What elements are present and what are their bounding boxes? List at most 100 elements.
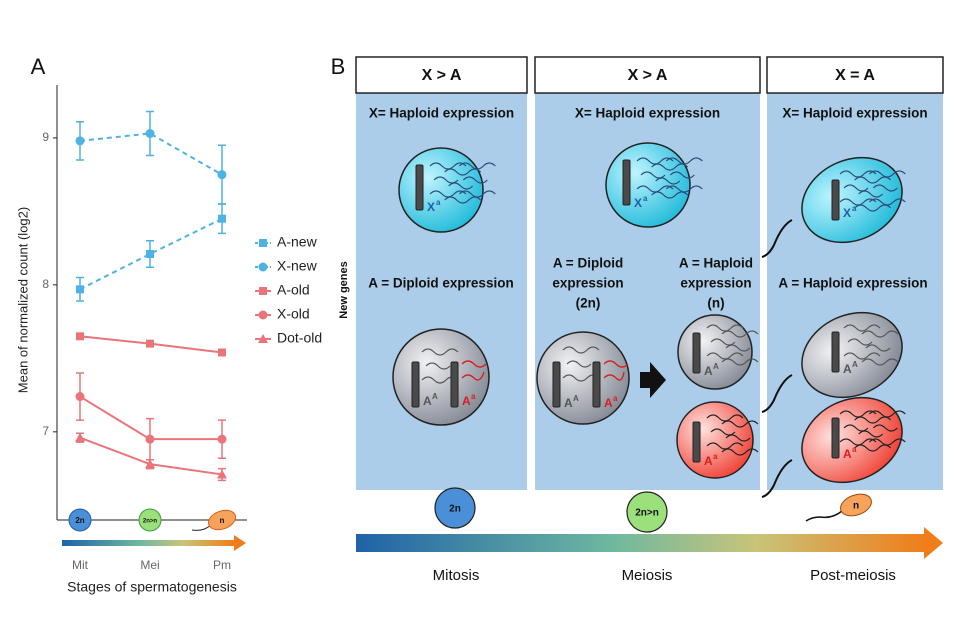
a-expression: (2n) <box>576 296 601 311</box>
chromosome <box>831 331 840 373</box>
legend-marker <box>258 262 268 272</box>
legend-marker <box>259 239 267 247</box>
stage-icon <box>68 508 92 532</box>
a-expression: A = Diploid <box>553 256 623 271</box>
transcript <box>603 360 629 381</box>
a-expression: A = Diploid expression <box>368 276 513 291</box>
stage-label: Post-meiosis <box>810 567 896 584</box>
chromosome <box>692 332 701 374</box>
stage-icon-label: 2n>n <box>635 508 659 519</box>
chromosome-label: A <box>462 394 471 408</box>
stage-icon <box>434 487 476 529</box>
chromosome-label-sup: a <box>713 452 718 461</box>
x-tick-label: Pm <box>213 558 231 572</box>
chromosome-label-sup: A <box>852 360 858 369</box>
chromosome <box>411 361 420 408</box>
x-expression: X= Haploid expression <box>575 106 720 121</box>
transcript <box>665 157 703 193</box>
data-point <box>76 332 84 341</box>
cell <box>398 147 484 233</box>
sperm-tail <box>761 459 793 498</box>
a-expression: expression <box>680 276 751 291</box>
side-label: New genes <box>338 261 350 318</box>
y-tick-label: 7 <box>42 424 49 438</box>
sperm-tail <box>761 374 793 413</box>
stage-arrowhead <box>234 535 246 551</box>
chromosome-label: A <box>564 396 573 410</box>
transcript <box>458 162 496 198</box>
transcript <box>721 330 759 366</box>
chromosome-label: A <box>423 394 432 408</box>
data-point <box>145 128 155 138</box>
a-expression: (n) <box>707 296 724 311</box>
chromosome-label: X <box>634 196 642 210</box>
legend-marker <box>259 287 267 295</box>
chromosome-label-sup: a <box>643 194 648 203</box>
x-axis-title: Stages of spermatogenesis <box>67 579 237 595</box>
a-expression: expression <box>552 276 623 291</box>
chromosome-label-sup: A <box>573 394 579 403</box>
cell <box>801 156 903 244</box>
cell <box>801 311 903 399</box>
x-expression: X= Haploid expression <box>782 106 927 121</box>
data-point <box>146 250 154 259</box>
data-point <box>76 285 84 294</box>
stage-icon <box>840 493 872 517</box>
column-header-box <box>534 56 761 94</box>
chromosome-label-sup: a <box>852 204 857 213</box>
x-tick-label: Mei <box>140 558 159 572</box>
transcript <box>843 324 881 360</box>
data-point <box>218 348 226 357</box>
cell <box>605 142 691 228</box>
cell <box>392 328 490 426</box>
data-point <box>217 434 227 444</box>
chromosome-label-sup: a <box>436 198 441 207</box>
column-header: X > A <box>628 67 668 84</box>
chromosome-label-sup: A <box>432 392 438 401</box>
data-point <box>145 459 155 469</box>
x-expression: X= Haploid expression <box>369 106 514 121</box>
data-point <box>217 469 227 479</box>
transcript <box>868 410 906 446</box>
series-line <box>79 132 223 176</box>
stage-icon-label: n <box>220 516 225 525</box>
chart-a: 7 8 9 Mit Mei Pm 2n 2n>n n A-new X-new A-old X-old Do… <box>42 85 322 572</box>
chromosome-label-sup: A <box>713 362 719 371</box>
division-arrow <box>640 362 666 398</box>
data-point <box>75 432 85 442</box>
chromosome-label: A <box>704 454 713 468</box>
transcript <box>861 330 899 366</box>
diagram-b: X > A X= Haploid expression X > A X= Haploi… <box>355 56 944 584</box>
chromosome-label: A <box>704 364 713 378</box>
stage-arrowhead <box>924 527 943 559</box>
stage-icon <box>626 491 668 533</box>
column-header-box <box>355 56 528 94</box>
legend-marker <box>258 310 268 320</box>
stage-icon-label: 2n <box>75 516 84 525</box>
chromosome-label: A <box>843 362 852 376</box>
legend-label: X-new <box>277 258 318 274</box>
chromosome <box>552 361 561 408</box>
stage-label: Mitosis <box>433 567 480 584</box>
stage-label: Meiosis <box>622 567 673 584</box>
panel-label: A <box>31 54 46 79</box>
data-point <box>218 214 226 223</box>
stage-gradient <box>356 534 926 552</box>
legend-label: A-new <box>277 234 318 250</box>
chromosome-label: A <box>843 447 852 461</box>
transcript <box>868 170 906 206</box>
chromosome-label: X <box>427 200 435 214</box>
chromosome-label-sup: a <box>613 394 618 403</box>
legend-label: A-old <box>277 282 310 298</box>
sperm-tail <box>805 510 843 522</box>
y-axis-title: Mean of normalized count (log2) <box>15 207 30 393</box>
legend-label: X-old <box>277 306 310 322</box>
chromosome <box>831 417 840 459</box>
chromosome <box>692 421 701 463</box>
y-tick-label: 8 <box>42 277 49 291</box>
stage-icon-label: 2n <box>449 504 461 515</box>
cell <box>801 396 903 484</box>
y-tick-label: 9 <box>42 130 49 144</box>
column-header: X = A <box>835 67 875 84</box>
